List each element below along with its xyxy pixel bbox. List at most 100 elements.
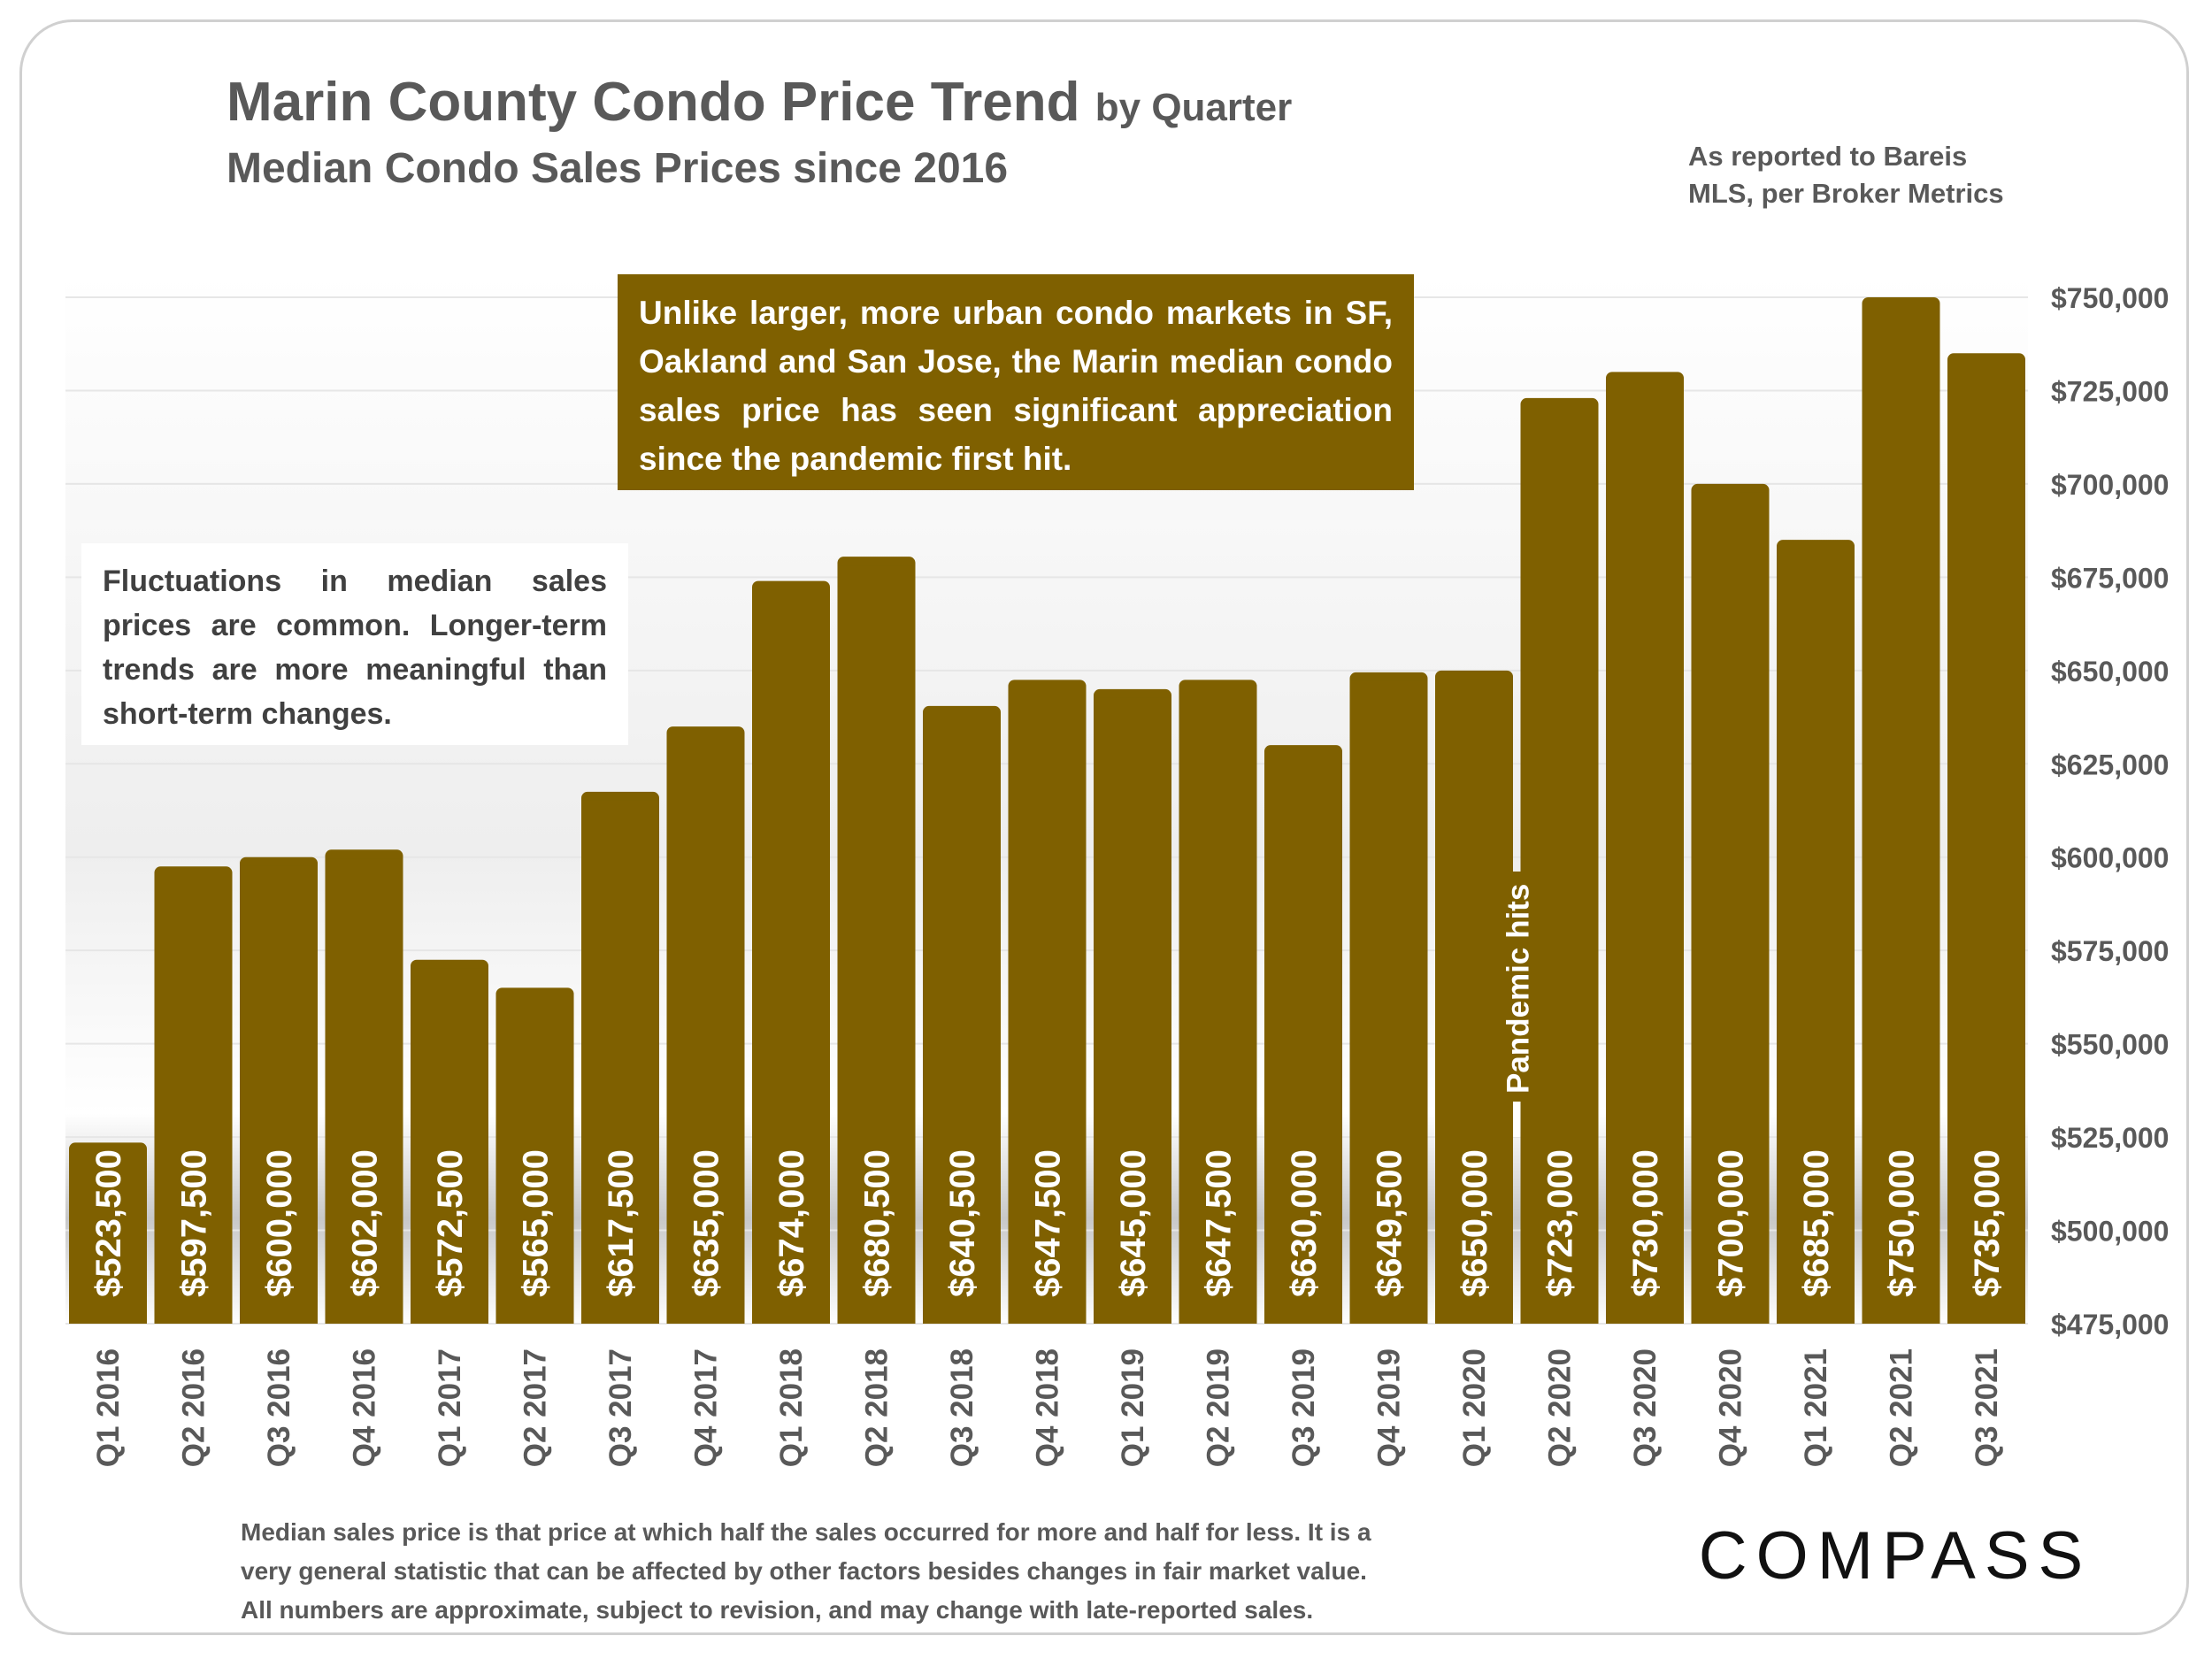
bar-body bbox=[240, 865, 318, 1324]
x-tick-label: Q2 2019 bbox=[1202, 1348, 1236, 1467]
footnote-line1: Median sales price is that price at whic… bbox=[241, 1518, 1371, 1546]
bar-body bbox=[581, 800, 659, 1324]
bar-body bbox=[325, 858, 403, 1324]
bar-body bbox=[752, 589, 830, 1324]
value-label: $565,000 bbox=[517, 1149, 556, 1297]
chart-title-main: Marin County Condo Price Trend bbox=[227, 72, 1080, 133]
bar-body bbox=[1606, 380, 1684, 1324]
value-label: $647,500 bbox=[1200, 1149, 1239, 1297]
value-label: $649,500 bbox=[1371, 1149, 1409, 1297]
compass-logo: COMPASS bbox=[1699, 1520, 2092, 1591]
x-tick-label: Q4 2016 bbox=[348, 1348, 382, 1467]
x-tick-label: Q1 2016 bbox=[91, 1348, 126, 1467]
bar-body bbox=[837, 565, 916, 1324]
bar-body bbox=[1947, 362, 2025, 1325]
value-label: $680,500 bbox=[858, 1149, 897, 1297]
x-tick-label: Q2 2021 bbox=[1885, 1348, 1919, 1467]
x-tick-label: Q4 2018 bbox=[1031, 1348, 1065, 1467]
y-tick-label: $700,000 bbox=[2051, 469, 2169, 501]
chart-title-suffix: by Quarter bbox=[1094, 86, 1293, 129]
y-tick-label: $550,000 bbox=[2051, 1029, 2169, 1061]
value-label: $647,500 bbox=[1029, 1149, 1068, 1297]
bar-body bbox=[1094, 697, 1171, 1324]
value-label: $735,000 bbox=[1968, 1149, 2007, 1297]
y-tick-label: $650,000 bbox=[2051, 656, 2169, 687]
value-label: $572,500 bbox=[431, 1149, 470, 1297]
footnote-line3: All numbers are approximate, subject to … bbox=[241, 1596, 1314, 1624]
footnote: Median sales price is that price at whic… bbox=[241, 1513, 1515, 1630]
y-tick-label: $525,000 bbox=[2051, 1122, 2169, 1154]
y-tick-label: $750,000 bbox=[2051, 282, 2169, 314]
value-label: $730,000 bbox=[1626, 1149, 1665, 1297]
bar-body bbox=[923, 714, 1001, 1324]
bar-body bbox=[495, 996, 574, 1324]
value-label: $635,000 bbox=[687, 1149, 726, 1297]
value-label: $700,000 bbox=[1712, 1149, 1751, 1297]
value-labels: $523,500 $597,500 $600,000 $602,000 $572,500… bbox=[89, 1149, 2007, 1297]
compass-logo-text: COMPASS bbox=[1699, 1520, 2092, 1591]
bar-body bbox=[1777, 549, 1855, 1324]
pandemic-hits-label: Pandemic hits bbox=[1501, 884, 1535, 1094]
value-label: $645,000 bbox=[1114, 1149, 1153, 1297]
value-label: $523,500 bbox=[89, 1149, 128, 1297]
value-label: $640,500 bbox=[943, 1149, 982, 1297]
y-tick-label: $475,000 bbox=[2051, 1309, 2169, 1340]
x-tick-label: Q3 2021 bbox=[1970, 1348, 2004, 1467]
bar-body bbox=[666, 735, 745, 1324]
source-note-line1: As reported to Bareis bbox=[1688, 141, 1968, 172]
x-tick-label: Q1 2017 bbox=[433, 1348, 467, 1467]
bar-body bbox=[69, 1151, 147, 1324]
x-tick-label: Q1 2021 bbox=[1799, 1348, 1833, 1467]
y-tick-label: $575,000 bbox=[2051, 935, 2169, 967]
y-tick-label: $675,000 bbox=[2051, 562, 2169, 594]
bar-body bbox=[1520, 406, 1599, 1325]
value-label: $602,000 bbox=[346, 1149, 385, 1297]
x-tick-label: Q2 2016 bbox=[177, 1348, 211, 1467]
value-label: $650,000 bbox=[1455, 1149, 1494, 1297]
value-label: $600,000 bbox=[260, 1149, 299, 1297]
x-axis-ticks: Q1 2016 Q2 2016 Q3 2016 Q4 2016 Q1 2017 Q2 20… bbox=[91, 1348, 2004, 1467]
bar-body bbox=[1691, 492, 1770, 1324]
value-label: $597,500 bbox=[175, 1149, 214, 1297]
x-tick-label: Q2 2018 bbox=[860, 1348, 895, 1467]
chart-subtitle: Median Condo Sales Prices since 2016 bbox=[227, 145, 1009, 192]
x-tick-label: Q2 2020 bbox=[1543, 1348, 1578, 1467]
pandemic-label-bg bbox=[1494, 872, 1540, 1102]
x-tick-label: Q3 2016 bbox=[262, 1348, 296, 1467]
value-label: $750,000 bbox=[1883, 1149, 1922, 1297]
x-tick-label: Q1 2018 bbox=[774, 1348, 809, 1467]
y-tick-label: $600,000 bbox=[2051, 842, 2169, 874]
x-tick-label: Q1 2019 bbox=[1116, 1348, 1150, 1467]
y-tick-label: $500,000 bbox=[2051, 1216, 2169, 1248]
x-tick-label: Q1 2020 bbox=[1457, 1348, 1492, 1467]
pandemic-appreciation-callout: Unlike larger, more urban condo markets … bbox=[618, 274, 1414, 490]
footnote-line2: very general statistic that can be affec… bbox=[241, 1557, 1367, 1585]
bar-body bbox=[1008, 688, 1087, 1324]
x-tick-label: Q3 2020 bbox=[1628, 1348, 1663, 1467]
value-label: $723,000 bbox=[1541, 1149, 1580, 1297]
x-tick-label: Q2 2017 bbox=[518, 1348, 553, 1467]
y-axis-ticks: $475,000 $500,000 $525,000 $550,000 $575,000… bbox=[2051, 282, 2169, 1340]
source-note-line2: MLS, per Broker Metrics bbox=[1688, 178, 2004, 209]
annotations: Pandemic hits bbox=[1494, 872, 1540, 1137]
bar-body bbox=[1349, 680, 1428, 1324]
x-tick-label: Q4 2017 bbox=[689, 1348, 724, 1467]
y-tick-label: $725,000 bbox=[2051, 375, 2169, 407]
value-label: $685,000 bbox=[1797, 1149, 1836, 1297]
fluctuations-callout: Fluctuations in median sales prices are … bbox=[81, 543, 628, 745]
bar-body bbox=[1179, 688, 1257, 1324]
x-tick-label: Q3 2019 bbox=[1286, 1348, 1321, 1467]
x-tick-label: Q4 2019 bbox=[1372, 1348, 1407, 1467]
x-tick-label: Q3 2018 bbox=[945, 1348, 979, 1467]
source-note: As reported to Bareis MLS, per Broker Me… bbox=[1688, 138, 2042, 212]
chart-title: Marin County Condo Price Trend by Quarte… bbox=[227, 71, 1292, 134]
value-label: $630,000 bbox=[1285, 1149, 1324, 1297]
bars bbox=[69, 297, 2025, 1325]
value-label: $617,500 bbox=[602, 1149, 641, 1297]
x-tick-label: Q4 2020 bbox=[1714, 1348, 1748, 1467]
value-label: $674,000 bbox=[772, 1149, 811, 1297]
bar-body bbox=[411, 968, 488, 1324]
x-tick-label: Q3 2017 bbox=[603, 1348, 638, 1467]
bar-body bbox=[1862, 306, 1940, 1324]
